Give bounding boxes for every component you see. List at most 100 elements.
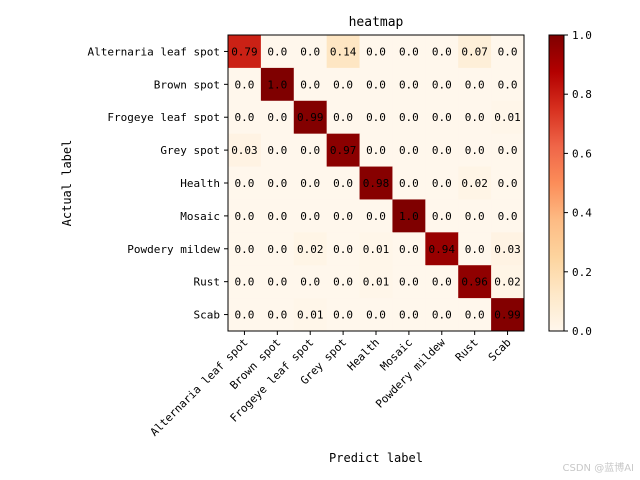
heatmap-cell — [491, 298, 525, 332]
cell-value-label: 0.0 — [432, 144, 452, 157]
heatmap-cell — [228, 35, 262, 69]
cell-value-label: 0.0 — [267, 111, 287, 124]
heatmap-cell — [425, 265, 459, 299]
heatmap-cell — [359, 298, 393, 332]
heatmap-cell — [458, 166, 492, 200]
cell-value-label: 0.0 — [333, 243, 353, 256]
heatmap-cell — [326, 265, 361, 299]
heatmap-cell — [425, 35, 459, 69]
colorbar — [548, 34, 565, 332]
cell-value-label: 0.0 — [465, 210, 485, 223]
heatmap-cell — [293, 265, 328, 299]
heatmap-cell — [425, 67, 459, 102]
y-tick-label: Brown spot — [154, 78, 220, 91]
heatmap-cell — [293, 35, 328, 69]
heatmap-cell — [491, 100, 525, 135]
cell-value-label: 0.0 — [498, 45, 518, 58]
heatmap-cell — [359, 265, 393, 299]
cell-value-label: 0.0 — [267, 144, 287, 157]
cell-value-label: 0.0 — [498, 210, 518, 223]
heatmap-cell — [260, 166, 295, 200]
heatmap-cell — [491, 35, 525, 69]
y-tick-label: Scab — [194, 309, 221, 322]
cell-value-label: 0.0 — [432, 78, 452, 91]
heatmap-cell — [260, 133, 295, 168]
cell-value-label: 0.97 — [330, 144, 357, 157]
cell-value-label: 0.0 — [399, 243, 419, 256]
heatmap-cell — [425, 133, 459, 168]
cell-value-label: 1.0 — [267, 78, 287, 91]
colorbar-tick-label: 0.2 — [572, 266, 592, 279]
heatmap-cell — [359, 232, 393, 266]
heatmap-cell — [293, 100, 328, 135]
cell-value-label: 0.0 — [267, 45, 287, 58]
heatmap-cell — [228, 298, 262, 332]
heatmap-cell — [458, 199, 492, 233]
y-tick-label: Rust — [194, 276, 221, 289]
cell-value-label: 0.0 — [300, 276, 320, 289]
heatmap-cell — [491, 133, 525, 168]
cell-value-label: 0.0 — [333, 78, 353, 91]
cell-value-label: 0.01 — [363, 243, 390, 256]
heatmap-cell — [458, 232, 492, 266]
heatmap-cell — [491, 232, 525, 266]
y-tick-label: Alternaria leaf spot — [88, 45, 220, 58]
heatmap-cell — [228, 265, 262, 299]
heatmap-cell — [228, 67, 262, 102]
cell-value-label: 0.0 — [333, 276, 353, 289]
cell-value-label: 0.0 — [498, 144, 518, 157]
watermark: CSDN @蓝博AI — [562, 463, 634, 474]
y-tick-label: Frogeye leaf spot — [107, 111, 220, 124]
cell-value-label: 0.01 — [363, 276, 390, 289]
cell-value-label: 1.0 — [399, 210, 419, 223]
heatmap-cell — [425, 166, 459, 200]
cell-value-label: 0.0 — [432, 177, 452, 190]
cell-value-label: 0.0 — [399, 177, 419, 190]
cell-value-label: 0.0 — [399, 78, 419, 91]
heatmap-cell — [228, 166, 262, 200]
heatmap-cell — [359, 67, 393, 102]
heatmap-cell — [491, 67, 525, 102]
cell-value-label: 0.02 — [461, 177, 488, 190]
heatmap-cells — [228, 35, 525, 332]
x-axis-label: Predict label — [329, 451, 423, 465]
heatmap-cell — [392, 232, 426, 266]
y-tick-label: Health — [180, 177, 220, 190]
colorbar-ticks: 0.0 0.2 0.4 0.6 0.8 1.0 — [564, 29, 592, 338]
cell-value-label: 0.0 — [333, 210, 353, 223]
cell-value-label: 0.01 — [297, 309, 324, 322]
cell-value-label: 0.0 — [333, 309, 353, 322]
colorbar-tick-label: 0.4 — [572, 207, 592, 220]
colorbar-tick-label: 1.0 — [572, 29, 592, 42]
heatmap-cell — [260, 35, 295, 69]
cell-value-label: 0.0 — [300, 177, 320, 190]
cell-value-label: 0.0 — [366, 309, 386, 322]
cell-value-label: 0.0 — [267, 210, 287, 223]
cell-value-label: 0.0 — [235, 276, 255, 289]
heatmap-cell — [392, 166, 426, 200]
y-axis-ticks: Alternaria leaf spot Brown spot Frogeye le… — [88, 45, 228, 322]
heatmap-cell — [491, 166, 525, 200]
heatmap-cell — [425, 100, 459, 135]
cell-value-label: 0.0 — [333, 111, 353, 124]
cell-value-label: 0.0 — [465, 78, 485, 91]
heatmap-cell — [392, 35, 426, 69]
colorbar-tick-label: 0.8 — [572, 88, 592, 101]
heatmap-cell — [293, 298, 328, 332]
heatmap-cell — [326, 232, 361, 266]
heatmap-cell — [458, 133, 492, 168]
heatmap-cell — [260, 67, 295, 102]
cell-value-label: 0.0 — [366, 78, 386, 91]
heatmap-cell — [293, 67, 328, 102]
cell-value-label: 0.0 — [267, 177, 287, 190]
cell-value-label: 0.0 — [432, 309, 452, 322]
heatmap-cell — [458, 35, 492, 69]
cell-value-label: 0.79 — [231, 45, 258, 58]
heatmap-cell — [392, 199, 426, 233]
y-tick-label: Powdery mildew — [127, 243, 220, 256]
cell-value-label: 0.0 — [498, 177, 518, 190]
cell-value-label: 0.01 — [494, 111, 521, 124]
cell-value-label: 0.03 — [231, 144, 258, 157]
